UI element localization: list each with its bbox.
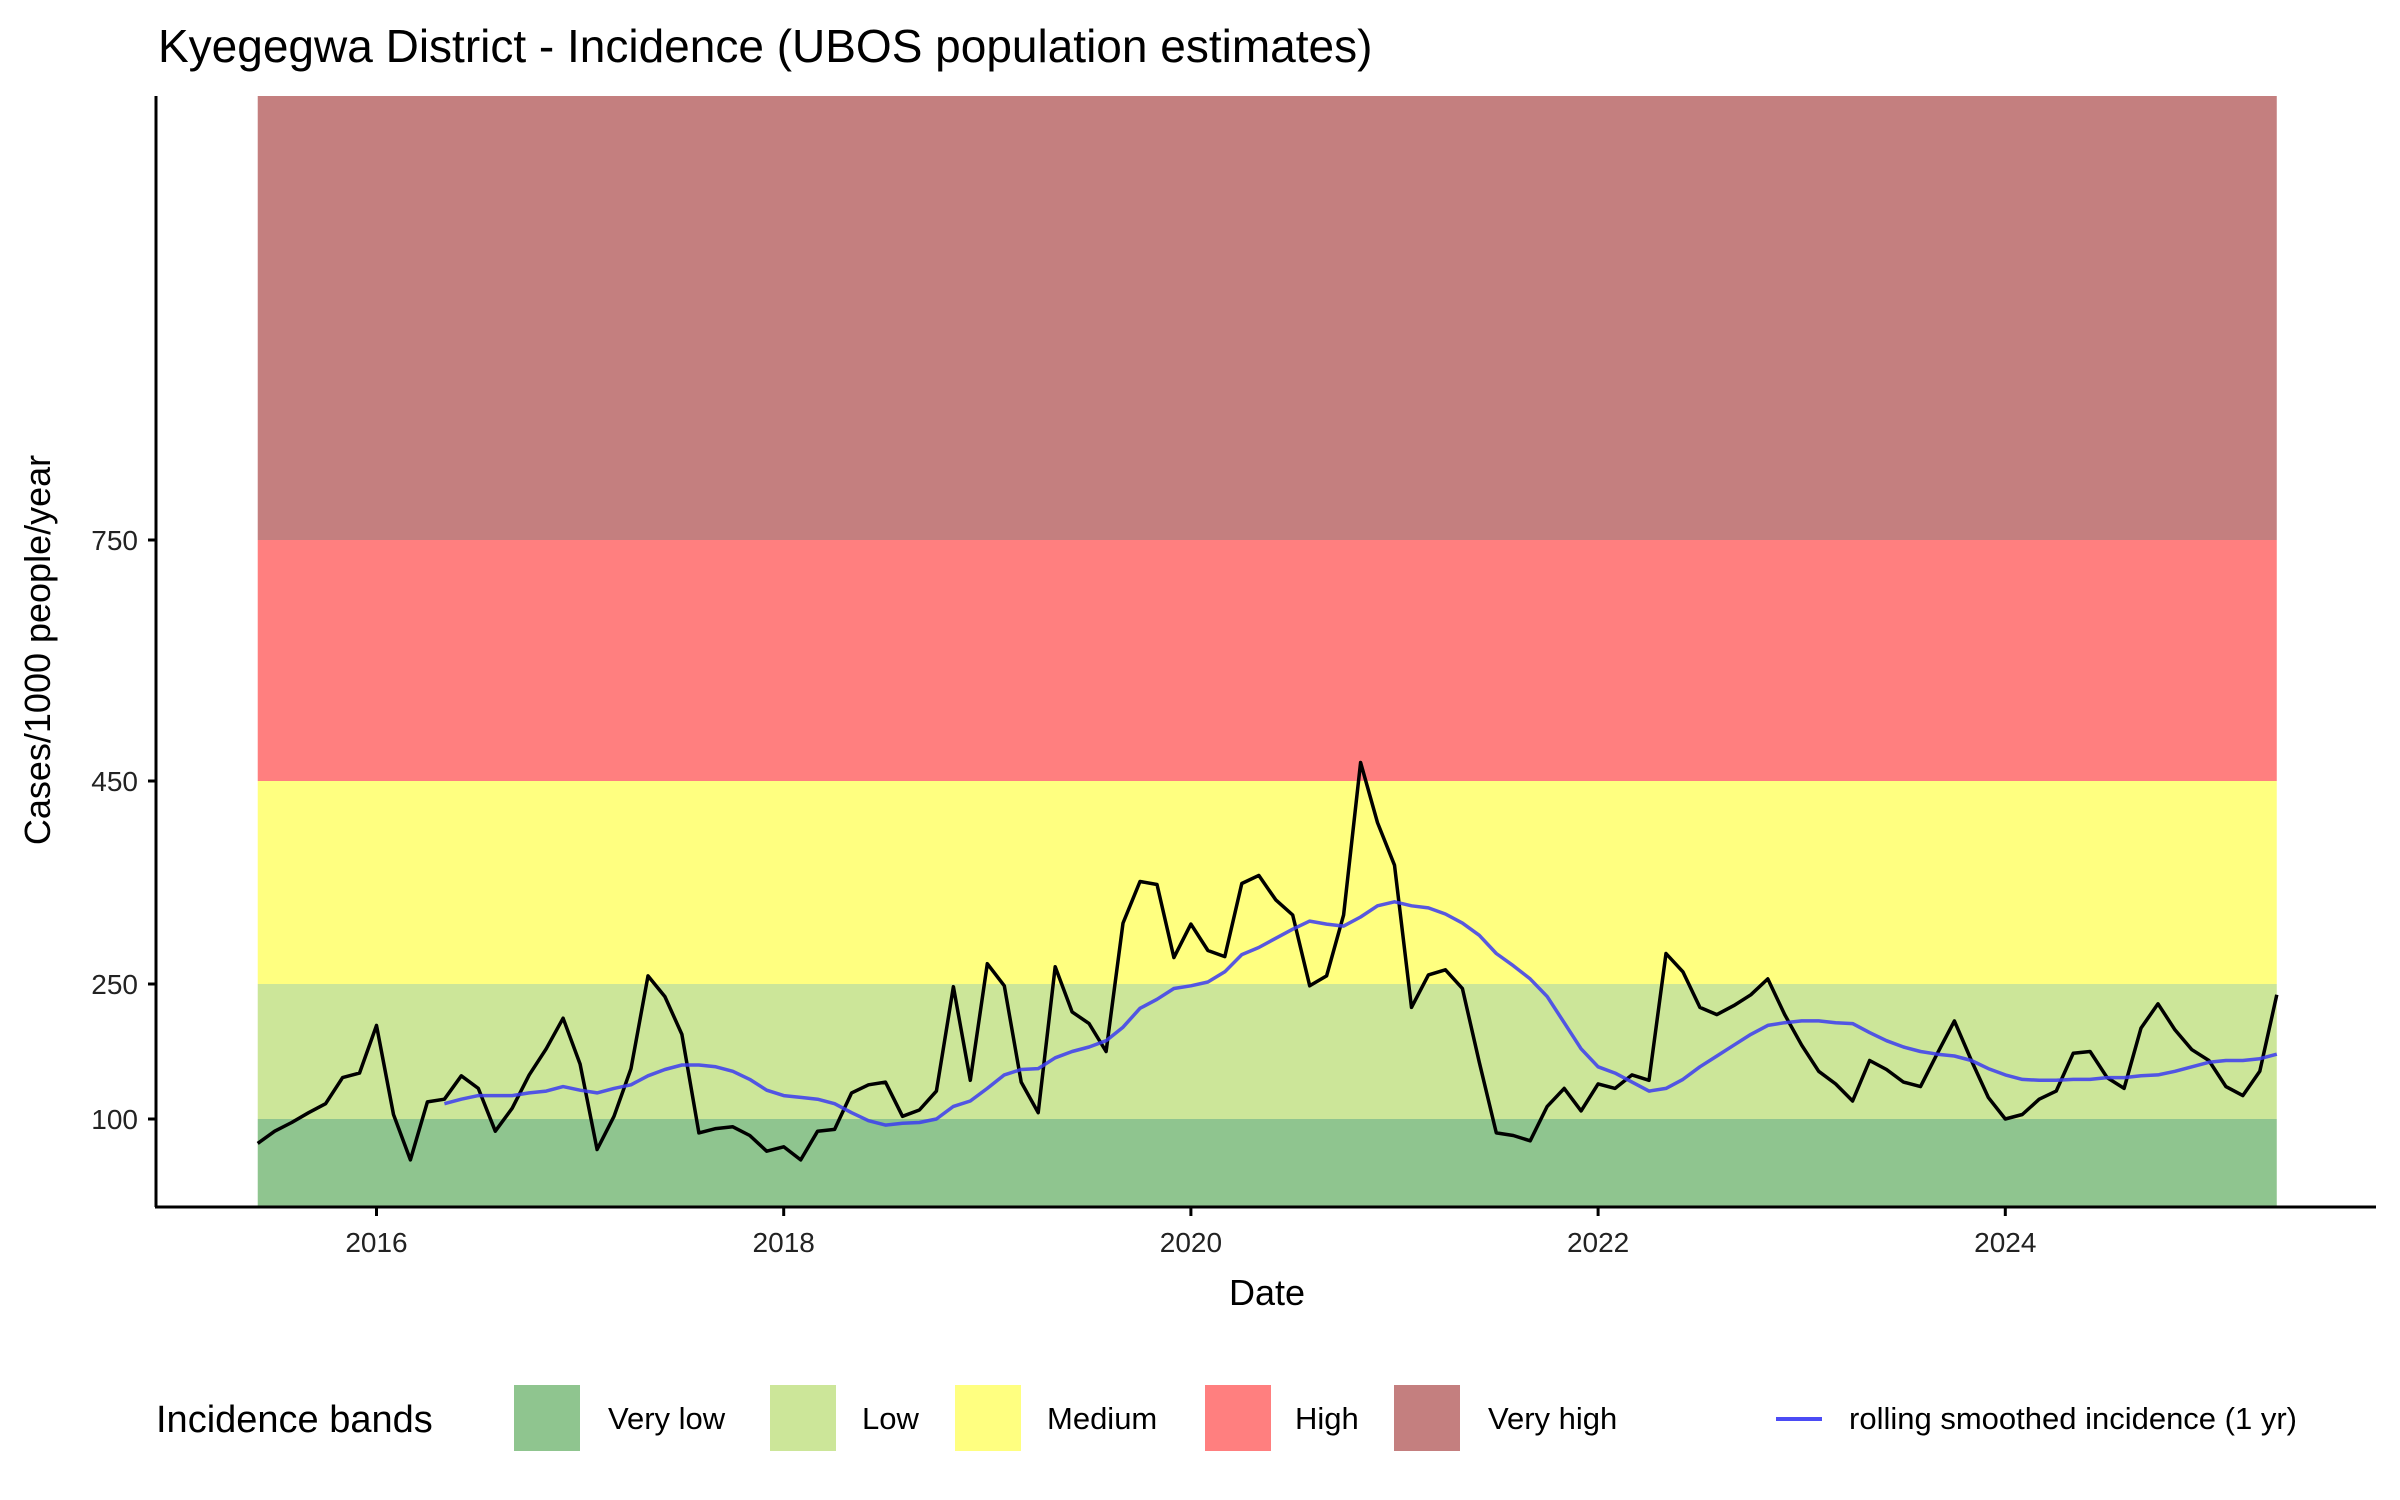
legend: Incidence bands Very low Low Medium High Ver… (156, 1385, 2297, 1451)
y-tick-label: 750 (91, 525, 138, 556)
band-very-low (257, 1119, 2277, 1207)
incidence-bands (257, 96, 2277, 1207)
series-lines (256, 760, 2279, 1162)
x-tick-label: 2020 (1160, 1227, 1222, 1258)
legend-item-high: High (1205, 1385, 1359, 1451)
legend-item-very-high: Very high (1394, 1385, 1617, 1451)
band-very-high (257, 96, 2277, 540)
legend-label: Medium (1047, 1401, 1157, 1436)
legend-label: Low (862, 1401, 919, 1436)
legend-swatch (1205, 1385, 1271, 1451)
x-tick-label: 2018 (753, 1227, 815, 1258)
rolling-smoothed-line (443, 900, 2278, 1127)
chart-title: Kyegegwa District - Incidence (UBOS popu… (158, 20, 1372, 72)
y-tick-label: 250 (91, 969, 138, 1000)
legend-swatch (955, 1385, 1021, 1451)
legend-label: Very high (1488, 1401, 1617, 1436)
legend-item-low: Low (770, 1385, 919, 1451)
legend-swatch (770, 1385, 836, 1451)
x-ticks: 2016 2018 2020 2022 2024 (345, 1207, 2036, 1258)
y-tick-label: 450 (91, 766, 138, 797)
y-axis-title: Cases/1000 people/year (17, 455, 58, 845)
band-medium (257, 781, 2277, 984)
band-high (257, 540, 2277, 781)
legend-item-very-low: Very low (514, 1385, 726, 1451)
x-tick-label: 2024 (1974, 1227, 2036, 1258)
y-ticks: 100 250 450 750 (91, 525, 156, 1135)
legend-swatch (1394, 1385, 1460, 1451)
incidence-line (256, 760, 2279, 1162)
legend-label: rolling smoothed incidence (1 yr) (1849, 1401, 2297, 1436)
legend-label: Very low (608, 1401, 726, 1436)
y-tick-label: 100 (91, 1104, 138, 1135)
legend-item-rolling-smoothed: rolling smoothed incidence (1 yr) (1776, 1401, 2297, 1436)
legend-label: High (1295, 1401, 1359, 1436)
x-axis-title: Date (1229, 1272, 1305, 1313)
legend-item-medium: Medium (955, 1385, 1157, 1451)
x-tick-label: 2016 (345, 1227, 407, 1258)
legend-swatch (514, 1385, 580, 1451)
x-tick-label: 2022 (1567, 1227, 1629, 1258)
band-low (257, 984, 2277, 1119)
legend-title: Incidence bands (156, 1399, 433, 1441)
